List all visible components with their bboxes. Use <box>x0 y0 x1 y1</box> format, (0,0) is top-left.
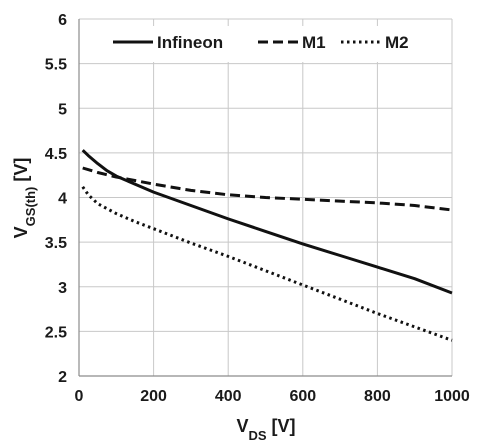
y-axis-title-sub: GS(th) <box>23 187 38 227</box>
y-tick-label: 5.5 <box>45 57 67 74</box>
legend-label-m1: M1 <box>302 33 326 52</box>
x-axis-title-unit: [V] <box>267 416 296 436</box>
x-axis-title: VDS [V] <box>236 416 295 443</box>
y-tick-label: 5 <box>58 101 67 118</box>
series-line-infineon <box>81 149 453 295</box>
x-tick-label: 200 <box>140 388 167 405</box>
tick-labels: 2 2.5 3 3.5 4 4.5 5 5.5 6 0 200 400 600 800 1000 <box>45 12 470 405</box>
legend: Infineon M1 M2 <box>108 26 448 62</box>
gridlines <box>79 18 453 376</box>
legend-background <box>108 26 448 62</box>
x-tick-label: 1000 <box>434 388 470 405</box>
y-tick-label: 3 <box>58 280 67 297</box>
y-axis-title-unit: [V] <box>11 158 31 187</box>
y-tick-label: 2.5 <box>45 324 67 341</box>
y-axis-title-main: V <box>11 226 31 238</box>
x-tick-label: 600 <box>289 388 316 405</box>
y-tick-label: 3.5 <box>45 235 67 252</box>
y-tick-label: 4 <box>58 191 67 208</box>
series-line-m1 <box>82 166 453 212</box>
x-axis-title-sub: DS <box>248 428 266 443</box>
series-line-m2 <box>81 185 453 342</box>
y-axis-title: VGS(th) [V] <box>11 158 38 239</box>
x-tick-label: 0 <box>75 388 84 405</box>
x-tick-label: 800 <box>364 388 391 405</box>
y-tick-label: 2 <box>58 369 67 386</box>
axes <box>78 19 452 377</box>
y-tick-label: 4.5 <box>45 146 67 163</box>
legend-label-m2: M2 <box>385 33 409 52</box>
x-axis-title-main: V <box>236 416 248 436</box>
series-layer <box>81 149 453 342</box>
x-tick-label: 400 <box>215 388 242 405</box>
y-tick-label: 6 <box>58 12 67 29</box>
legend-label-infineon: Infineon <box>157 33 223 52</box>
